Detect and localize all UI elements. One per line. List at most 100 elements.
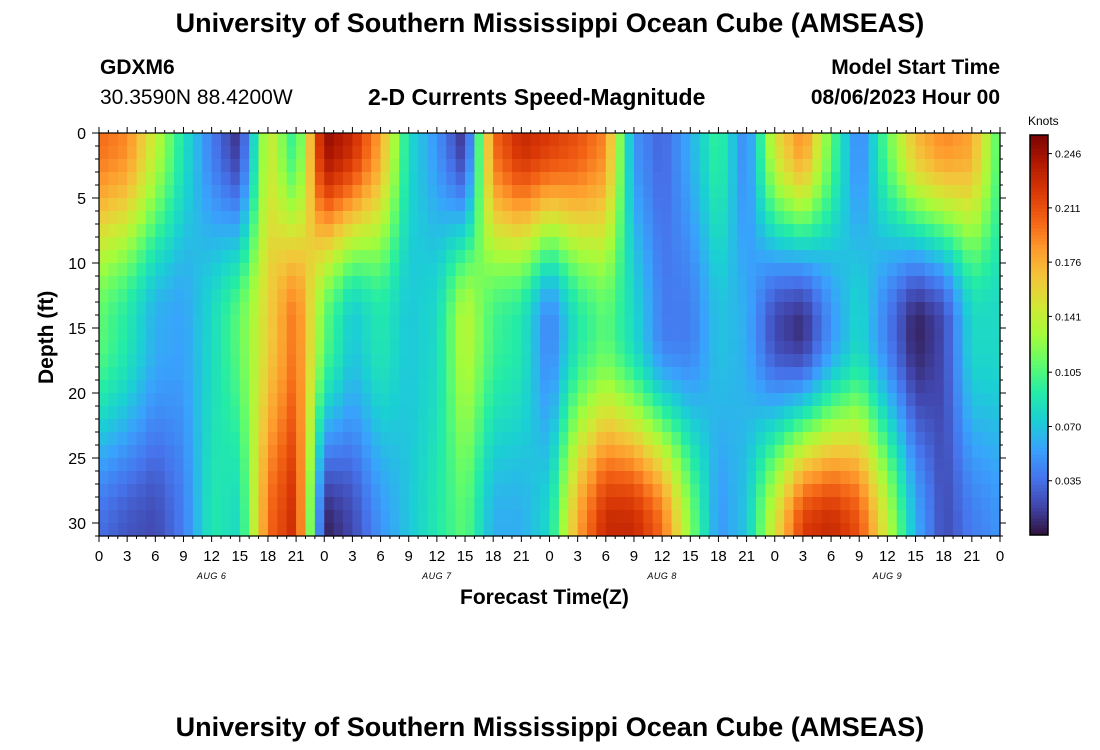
heatmap-cell: [700, 250, 710, 264]
heatmap-cell: [981, 432, 991, 446]
heatmap-cell: [212, 315, 222, 329]
heatmap-cell: [137, 224, 147, 238]
heatmap-cell: [108, 315, 118, 329]
heatmap-cell: [906, 237, 916, 251]
heatmap-cell: [550, 471, 560, 485]
heatmap-cell: [765, 406, 775, 420]
heatmap-cell: [334, 393, 344, 407]
heatmap-cell: [784, 523, 794, 537]
heatmap-cell: [240, 211, 250, 225]
heatmap-cell: [418, 263, 428, 277]
heatmap-cell: [493, 250, 503, 264]
heatmap-cell: [747, 224, 757, 238]
heatmap-cell: [540, 198, 550, 212]
heatmap-cell: [887, 198, 897, 212]
heatmap-cell: [953, 393, 963, 407]
heatmap-cell: [747, 211, 757, 225]
heatmap-cell: [249, 315, 259, 329]
heatmap-cell: [962, 497, 972, 511]
heatmap-cell: [653, 263, 663, 277]
heatmap-cell: [615, 250, 625, 264]
heatmap-cell: [709, 497, 719, 511]
heatmap-cell: [672, 458, 682, 472]
heatmap-cell: [399, 315, 409, 329]
heatmap-cell: [343, 497, 353, 511]
heatmap-cell: [981, 146, 991, 160]
colorbar-tick-label: 0.035: [1055, 476, 1081, 488]
heatmap-cell: [324, 198, 334, 212]
heatmap-cell: [165, 497, 175, 511]
heatmap-cell: [268, 354, 278, 368]
heatmap-cell: [155, 289, 165, 303]
heatmap-cell: [446, 445, 456, 459]
heatmap-cell: [672, 432, 682, 446]
heatmap-cell: [887, 419, 897, 433]
heatmap-cell: [775, 250, 785, 264]
heatmap-cell: [578, 497, 588, 511]
heatmap-cell: [906, 432, 916, 446]
heatmap-cell: [249, 250, 259, 264]
heatmap-cell: [324, 497, 334, 511]
heatmap-cell: [512, 250, 522, 264]
heatmap-cell: [324, 185, 334, 199]
heatmap-cell: [409, 523, 419, 537]
heatmap-cell: [212, 237, 222, 251]
heatmap-cell: [390, 445, 400, 459]
heatmap-cell: [521, 185, 531, 199]
heatmap-cell: [127, 172, 137, 186]
heatmap-cell: [240, 276, 250, 290]
heatmap-cell: [934, 172, 944, 186]
heatmap-cell: [456, 133, 466, 147]
heatmap-cell: [334, 380, 344, 394]
heatmap-cell: [850, 289, 860, 303]
heatmap-cell: [822, 276, 832, 290]
heatmap-cell: [446, 289, 456, 303]
heatmap-cell: [643, 328, 653, 342]
heatmap-cell: [456, 302, 466, 316]
heatmap-cell: [850, 393, 860, 407]
heatmap-cell: [503, 276, 513, 290]
heatmap-cell: [503, 458, 513, 472]
heatmap-cell: [456, 328, 466, 342]
heatmap-cell: [531, 341, 541, 355]
colorbar-segment: [1030, 352, 1048, 356]
heatmap-cell: [850, 471, 860, 485]
heatmap-cell: [578, 146, 588, 160]
heatmap-cell: [474, 380, 484, 394]
colorbar-segment: [1030, 478, 1048, 482]
heatmap-cell: [728, 185, 738, 199]
y-axis-title: Depth (ft): [35, 291, 59, 384]
heatmap-cell: [390, 224, 400, 238]
heatmap-cell: [118, 341, 128, 355]
heatmap-cell: [230, 497, 240, 511]
heatmap-cell: [709, 328, 719, 342]
heatmap-cell: [305, 406, 315, 420]
heatmap-cell: [822, 237, 832, 251]
heatmap-cell: [418, 237, 428, 251]
colorbar-segment: [1030, 162, 1048, 166]
heatmap-cell: [897, 510, 907, 524]
heatmap-cell: [137, 432, 147, 446]
heatmap-cell: [700, 419, 710, 433]
heatmap-cell: [137, 393, 147, 407]
heatmap-cell: [324, 302, 334, 316]
heatmap-cell: [230, 224, 240, 238]
heatmap-cell: [503, 419, 513, 433]
x-tick-label: 21: [738, 548, 755, 565]
heatmap-cell: [399, 510, 409, 524]
heatmap-cell: [193, 419, 203, 433]
heatmap-cell: [343, 263, 353, 277]
heatmap-cell: [709, 484, 719, 498]
heatmap-cell: [249, 133, 259, 147]
heatmap-cell: [794, 341, 804, 355]
heatmap-cell: [127, 341, 137, 355]
heatmap-cell: [972, 276, 982, 290]
heatmap-cell: [606, 445, 616, 459]
heatmap-cell: [512, 406, 522, 420]
heatmap-cell: [981, 419, 991, 433]
heatmap-cell: [662, 276, 672, 290]
heatmap-cell: [747, 354, 757, 368]
heatmap-cell: [709, 315, 719, 329]
heatmap-cell: [287, 393, 297, 407]
heatmap-cell: [728, 523, 738, 537]
